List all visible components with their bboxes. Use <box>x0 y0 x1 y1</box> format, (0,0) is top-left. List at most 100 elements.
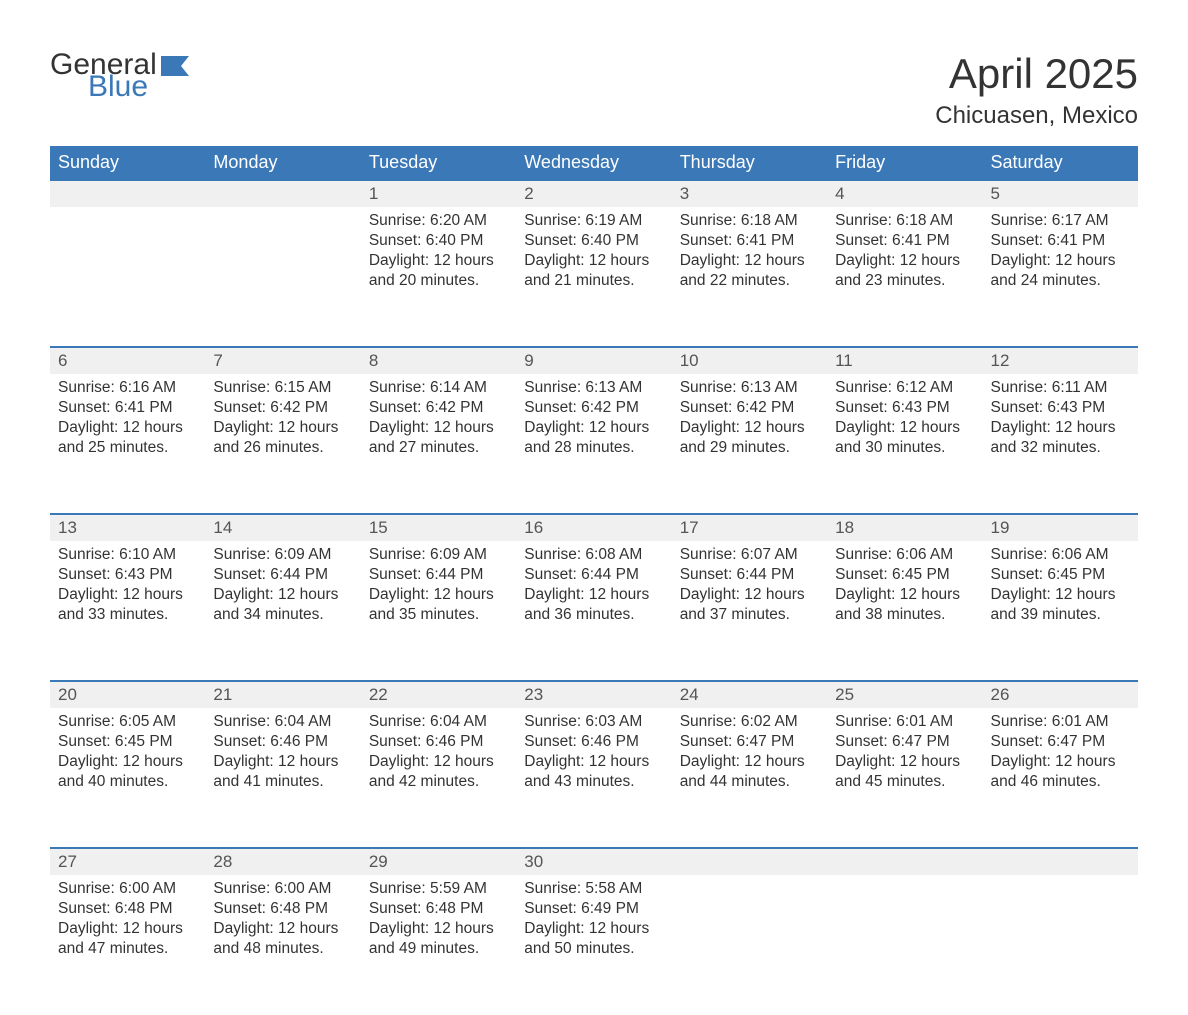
daylight-line: Daylight: 12 hours and 42 minutes. <box>369 752 508 792</box>
day-number-cell: 19 <box>983 514 1138 541</box>
day-number-cell <box>827 848 982 875</box>
sunrise-line: Sunrise: 6:07 AM <box>680 545 819 565</box>
calendar-table: SundayMondayTuesdayWednesdayThursdayFrid… <box>50 146 1138 1015</box>
day-number-cell: 27 <box>50 848 205 875</box>
sunset-line: Sunset: 6:41 PM <box>991 231 1130 251</box>
day-number-cell: 3 <box>672 180 827 207</box>
day-cell: Sunrise: 6:12 AMSunset: 6:43 PMDaylight:… <box>827 374 982 514</box>
weekday-header: Sunday <box>50 146 205 180</box>
sunrise-line: Sunrise: 6:00 AM <box>58 879 197 899</box>
day-cell: Sunrise: 6:00 AMSunset: 6:48 PMDaylight:… <box>205 875 360 1015</box>
day-cell: Sunrise: 6:04 AMSunset: 6:46 PMDaylight:… <box>205 708 360 848</box>
daylight-line: Daylight: 12 hours and 46 minutes. <box>991 752 1130 792</box>
day-number-cell: 1 <box>361 180 516 207</box>
daynum-row: 13141516171819 <box>50 514 1138 541</box>
sunrise-line: Sunrise: 6:09 AM <box>369 545 508 565</box>
sunrise-line: Sunrise: 6:18 AM <box>835 211 974 231</box>
sunset-line: Sunset: 6:42 PM <box>524 398 663 418</box>
sunset-line: Sunset: 6:48 PM <box>58 899 197 919</box>
day-cell: Sunrise: 6:13 AMSunset: 6:42 PMDaylight:… <box>516 374 671 514</box>
sunset-line: Sunset: 6:49 PM <box>524 899 663 919</box>
day-cell: Sunrise: 6:19 AMSunset: 6:40 PMDaylight:… <box>516 207 671 347</box>
day-number-cell: 10 <box>672 347 827 374</box>
sunset-line: Sunset: 6:48 PM <box>213 899 352 919</box>
day-cell: Sunrise: 6:09 AMSunset: 6:44 PMDaylight:… <box>361 541 516 681</box>
sunset-line: Sunset: 6:42 PM <box>680 398 819 418</box>
sunrise-line: Sunrise: 6:06 AM <box>991 545 1130 565</box>
sunset-line: Sunset: 6:40 PM <box>369 231 508 251</box>
day-cell: Sunrise: 6:17 AMSunset: 6:41 PMDaylight:… <box>983 207 1138 347</box>
weekday-header: Saturday <box>983 146 1138 180</box>
day-cell: Sunrise: 6:16 AMSunset: 6:41 PMDaylight:… <box>50 374 205 514</box>
sunset-line: Sunset: 6:44 PM <box>524 565 663 585</box>
sunrise-line: Sunrise: 6:06 AM <box>835 545 974 565</box>
sunrise-line: Sunrise: 6:03 AM <box>524 712 663 732</box>
day-body-row: Sunrise: 6:20 AMSunset: 6:40 PMDaylight:… <box>50 207 1138 347</box>
day-number-cell: 30 <box>516 848 671 875</box>
day-cell: Sunrise: 6:14 AMSunset: 6:42 PMDaylight:… <box>361 374 516 514</box>
daynum-row: 27282930 <box>50 848 1138 875</box>
daylight-line: Daylight: 12 hours and 47 minutes. <box>58 919 197 959</box>
day-cell <box>672 875 827 1015</box>
daylight-line: Daylight: 12 hours and 25 minutes. <box>58 418 197 458</box>
day-cell: Sunrise: 6:13 AMSunset: 6:42 PMDaylight:… <box>672 374 827 514</box>
day-number-cell <box>983 848 1138 875</box>
day-cell: Sunrise: 6:11 AMSunset: 6:43 PMDaylight:… <box>983 374 1138 514</box>
day-cell: Sunrise: 6:06 AMSunset: 6:45 PMDaylight:… <box>827 541 982 681</box>
sunset-line: Sunset: 6:46 PM <box>369 732 508 752</box>
day-cell: Sunrise: 6:04 AMSunset: 6:46 PMDaylight:… <box>361 708 516 848</box>
day-cell <box>983 875 1138 1015</box>
daylight-line: Daylight: 12 hours and 41 minutes. <box>213 752 352 792</box>
daylight-line: Daylight: 12 hours and 50 minutes. <box>524 919 663 959</box>
sunset-line: Sunset: 6:47 PM <box>835 732 974 752</box>
daylight-line: Daylight: 12 hours and 21 minutes. <box>524 251 663 291</box>
sunset-line: Sunset: 6:46 PM <box>213 732 352 752</box>
sunset-line: Sunset: 6:44 PM <box>213 565 352 585</box>
sunrise-line: Sunrise: 6:01 AM <box>991 712 1130 732</box>
sunrise-line: Sunrise: 6:13 AM <box>680 378 819 398</box>
day-number-cell: 5 <box>983 180 1138 207</box>
sunrise-line: Sunrise: 6:00 AM <box>213 879 352 899</box>
day-cell: Sunrise: 6:15 AMSunset: 6:42 PMDaylight:… <box>205 374 360 514</box>
day-number-cell: 26 <box>983 681 1138 708</box>
daylight-line: Daylight: 12 hours and 23 minutes. <box>835 251 974 291</box>
sunrise-line: Sunrise: 6:12 AM <box>835 378 974 398</box>
day-cell: Sunrise: 6:18 AMSunset: 6:41 PMDaylight:… <box>827 207 982 347</box>
sunset-line: Sunset: 6:43 PM <box>991 398 1130 418</box>
daylight-line: Daylight: 12 hours and 35 minutes. <box>369 585 508 625</box>
sunrise-line: Sunrise: 6:18 AM <box>680 211 819 231</box>
daylight-line: Daylight: 12 hours and 48 minutes. <box>213 919 352 959</box>
day-number-cell <box>205 180 360 207</box>
weekday-header-row: SundayMondayTuesdayWednesdayThursdayFrid… <box>50 146 1138 180</box>
weekday-header: Monday <box>205 146 360 180</box>
sunrise-line: Sunrise: 6:05 AM <box>58 712 197 732</box>
sunset-line: Sunset: 6:41 PM <box>680 231 819 251</box>
day-number-cell: 18 <box>827 514 982 541</box>
sunset-line: Sunset: 6:42 PM <box>213 398 352 418</box>
sunrise-line: Sunrise: 6:10 AM <box>58 545 197 565</box>
day-cell: Sunrise: 6:03 AMSunset: 6:46 PMDaylight:… <box>516 708 671 848</box>
location-label: Chicuasen, Mexico <box>935 102 1138 130</box>
daylight-line: Daylight: 12 hours and 24 minutes. <box>991 251 1130 291</box>
day-body-row: Sunrise: 6:00 AMSunset: 6:48 PMDaylight:… <box>50 875 1138 1015</box>
day-number-cell: 16 <box>516 514 671 541</box>
day-number-cell: 15 <box>361 514 516 541</box>
daylight-line: Daylight: 12 hours and 30 minutes. <box>835 418 974 458</box>
sunset-line: Sunset: 6:45 PM <box>991 565 1130 585</box>
day-cell: Sunrise: 6:01 AMSunset: 6:47 PMDaylight:… <box>983 708 1138 848</box>
day-cell: Sunrise: 6:05 AMSunset: 6:45 PMDaylight:… <box>50 708 205 848</box>
day-number-cell: 6 <box>50 347 205 374</box>
day-body-row: Sunrise: 6:16 AMSunset: 6:41 PMDaylight:… <box>50 374 1138 514</box>
logo: General Blue <box>50 50 189 102</box>
day-number-cell: 25 <box>827 681 982 708</box>
sunset-line: Sunset: 6:47 PM <box>680 732 819 752</box>
day-number-cell: 14 <box>205 514 360 541</box>
sunrise-line: Sunrise: 6:14 AM <box>369 378 508 398</box>
day-cell: Sunrise: 6:10 AMSunset: 6:43 PMDaylight:… <box>50 541 205 681</box>
day-number-cell: 24 <box>672 681 827 708</box>
sunrise-line: Sunrise: 6:15 AM <box>213 378 352 398</box>
daylight-line: Daylight: 12 hours and 43 minutes. <box>524 752 663 792</box>
daylight-line: Daylight: 12 hours and 40 minutes. <box>58 752 197 792</box>
day-number-cell: 12 <box>983 347 1138 374</box>
day-cell: Sunrise: 6:18 AMSunset: 6:41 PMDaylight:… <box>672 207 827 347</box>
